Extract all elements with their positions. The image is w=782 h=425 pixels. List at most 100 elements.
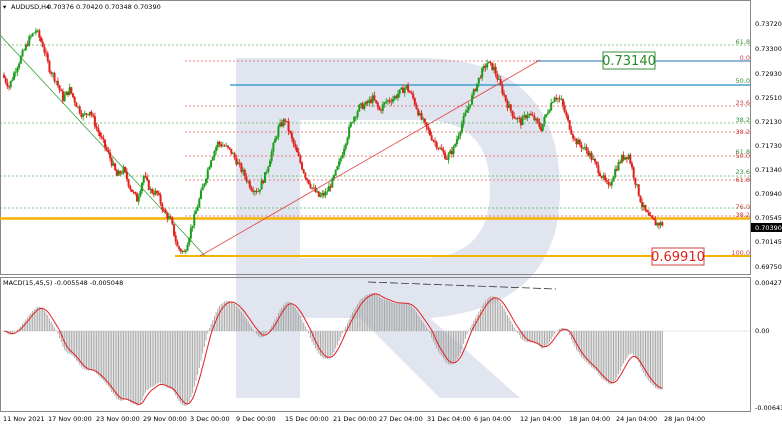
candle-body [210, 160, 213, 167]
date-tick-label: 27 Dec 04:00 [379, 415, 423, 423]
candle-body [33, 32, 36, 34]
candle-body [257, 191, 260, 193]
svg-text:38.2: 38.2 [736, 128, 750, 136]
downtrend-line [0, 34, 206, 257]
candle-body [511, 110, 514, 117]
date-tick-label: 24 Jan 04:00 [616, 415, 657, 423]
candle-body [614, 169, 617, 178]
candle-body [403, 88, 406, 94]
candle-body [631, 163, 634, 168]
candle-body [319, 194, 322, 197]
candle-body [615, 169, 618, 171]
candle-body [127, 179, 130, 187]
candle-body [619, 161, 622, 163]
candle-body [476, 83, 479, 92]
candle-body [60, 89, 63, 92]
candle-body [333, 175, 335, 179]
candle-body [287, 121, 290, 132]
candle-body [506, 100, 509, 108]
candle-body [491, 62, 494, 71]
candle-body [322, 193, 325, 196]
candle-body [292, 138, 295, 145]
candle-body [503, 93, 506, 96]
candle-body [191, 225, 194, 229]
candle-body [460, 123, 463, 132]
candle-body [21, 50, 24, 57]
candle-body [572, 134, 575, 139]
candle-body [624, 157, 627, 160]
candle-body [72, 93, 75, 98]
candle-body [112, 163, 115, 166]
candle-body [445, 159, 448, 160]
candle-body [454, 144, 457, 147]
candle-body [272, 142, 275, 152]
candle-body [593, 158, 596, 162]
candle-body [533, 115, 536, 121]
svg-text:-0.006439: -0.006439 [755, 404, 782, 412]
candle-body [459, 131, 462, 136]
candle-body [11, 79, 14, 81]
candle-body [193, 213, 196, 226]
candle-body [186, 244, 189, 251]
candle-body [85, 113, 88, 115]
candle-body [223, 145, 226, 147]
candle-body [125, 171, 128, 180]
candle-body [519, 118, 522, 126]
candle-body [130, 189, 133, 192]
candle-body [348, 126, 351, 138]
candle-body [188, 238, 191, 245]
candle-body [215, 147, 218, 152]
candle-body [346, 137, 349, 144]
candle-body [147, 180, 150, 190]
candle-body [391, 99, 394, 103]
candle-body [649, 215, 652, 217]
price-axis[interactable]: 0.73720 0.73300 0.72930 0.72510 0.72130 … [755, 20, 782, 271]
svg-text:23.6: 23.6 [736, 99, 750, 107]
candle-body [262, 180, 265, 183]
candle-body [90, 111, 93, 116]
candle-body [307, 179, 310, 185]
candle-body [312, 187, 315, 189]
svg-text:61.8: 61.8 [736, 148, 750, 156]
candle-body [565, 112, 568, 116]
candle-body [577, 139, 580, 145]
date-axis[interactable]: 11 Nov 2021 17 Nov 00:00 23 Nov 00:00 29 No… [3, 415, 705, 423]
candle-body [442, 150, 445, 153]
candle-body [353, 117, 356, 122]
symbol-label: AUDUSD,H4 [11, 3, 50, 11]
candle-body [343, 148, 346, 155]
candle-body [656, 222, 659, 226]
candle-body [588, 152, 591, 156]
candle-body [221, 145, 224, 147]
candle-body [161, 203, 164, 210]
candle-body [600, 176, 603, 178]
svg-text:0.70545: 0.70545 [755, 214, 782, 222]
candle-body [501, 84, 504, 94]
candle-body [159, 194, 162, 204]
candle-body [18, 63, 21, 68]
candle-body [535, 118, 538, 121]
candle-body [543, 116, 546, 124]
candle-body [19, 56, 22, 64]
candle-body [258, 189, 261, 192]
candle-body [294, 144, 297, 148]
candle-body [585, 147, 588, 151]
candle-body [194, 210, 197, 214]
candle-body [368, 99, 371, 103]
candle-body [632, 167, 635, 178]
candle-body [230, 148, 233, 154]
candle-body [132, 191, 135, 193]
chart-header-arrow[interactable]: ▾ [3, 3, 7, 11]
candle-body [23, 49, 26, 51]
candle-body [634, 177, 637, 185]
candle-body [114, 163, 117, 171]
candle-body [301, 162, 304, 170]
candle-body [245, 176, 248, 182]
date-tick-label: 3 Dec 00:00 [190, 415, 230, 423]
candle-body [117, 171, 120, 176]
candle-body [105, 147, 108, 151]
candle-body [211, 157, 214, 161]
candle-body [70, 87, 73, 94]
date-tick-label: 18 Jan 04:00 [569, 415, 610, 423]
